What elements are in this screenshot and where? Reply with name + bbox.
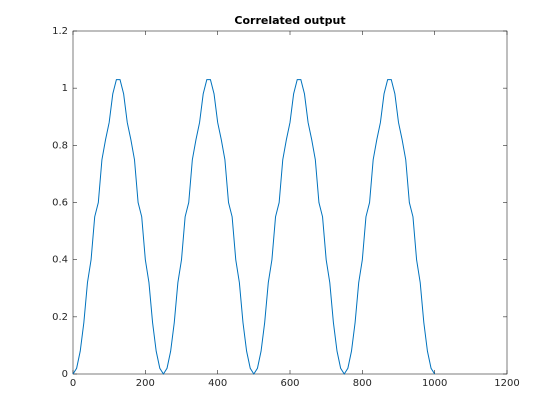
data-line xyxy=(72,79,436,375)
x-tick-label: 1000 xyxy=(422,378,447,389)
y-tick-label: 0 xyxy=(62,369,68,380)
y-tick-label: 1.2 xyxy=(52,26,68,37)
x-tick-label: 600 xyxy=(280,378,299,389)
x-tick-label: 200 xyxy=(136,378,155,389)
y-tick-label: 1 xyxy=(62,83,68,94)
x-tick-label: 400 xyxy=(208,378,227,389)
y-tick-label: 0.8 xyxy=(52,140,68,151)
x-tick-label: 800 xyxy=(353,378,372,389)
y-tick-label: 0.4 xyxy=(52,255,68,266)
y-tick-label: 0.6 xyxy=(52,198,68,209)
plot-area xyxy=(72,30,508,375)
y-tick-label: 0.2 xyxy=(52,312,68,323)
x-tick-label: 1200 xyxy=(494,378,519,389)
x-tick-label: 0 xyxy=(70,378,76,389)
chart-title: Correlated output xyxy=(234,14,345,27)
